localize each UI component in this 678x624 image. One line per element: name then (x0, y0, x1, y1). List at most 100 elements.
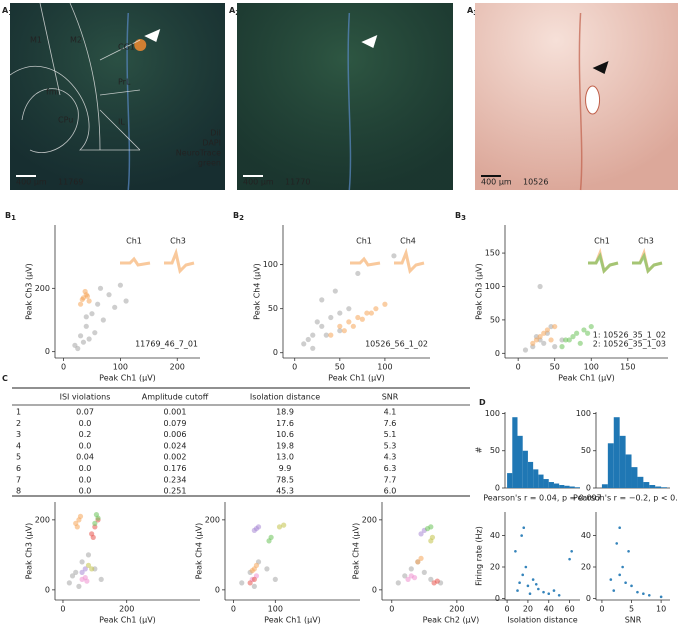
point (276, 524, 283, 530)
point (346, 319, 352, 325)
point (518, 581, 521, 585)
point (249, 568, 255, 574)
x-axis-label: Peak Ch1 (µV) (558, 374, 615, 383)
row-number: 5 (16, 453, 21, 462)
table-cell: 45.3 (276, 487, 294, 496)
x-tick-label: 100 (377, 363, 392, 372)
x-tick-label: 200 (449, 605, 464, 614)
y-axis-label: Peak Ch4 (µV) (352, 523, 361, 580)
panel-letter: B (233, 211, 239, 220)
stain-label: DAPI (202, 139, 221, 148)
point (618, 526, 621, 530)
point (418, 531, 424, 537)
table-cell: 9.9 (279, 464, 292, 473)
point (77, 513, 84, 519)
point (89, 311, 95, 317)
point (319, 323, 325, 329)
region-label: IL (118, 118, 125, 127)
row-number: 8 (16, 487, 21, 496)
histogram-bar (564, 485, 570, 488)
point (251, 583, 257, 589)
point (612, 589, 616, 592)
histogram-bar (512, 417, 518, 488)
point (391, 253, 397, 259)
point (557, 593, 561, 597)
y-axis-label: # (475, 446, 484, 453)
x-axis-label: Peak Ch1 (µV) (264, 616, 321, 624)
histogram-bar (543, 479, 549, 488)
panel-letter: A (229, 6, 236, 15)
point (428, 524, 434, 530)
point (355, 270, 361, 277)
histogram-bar (538, 474, 544, 488)
point (264, 566, 270, 572)
panel-label: B3 (455, 211, 466, 223)
table-cell: 7.6 (384, 419, 397, 428)
point (537, 334, 543, 340)
waveform (632, 252, 663, 274)
point (421, 569, 427, 575)
point (84, 578, 90, 584)
x-axis-label: Peak Ch1 (µV) (99, 374, 156, 383)
point (642, 592, 645, 596)
point (530, 340, 536, 346)
point (524, 565, 528, 569)
point (82, 566, 88, 572)
y-tick-label: 40 (490, 531, 500, 540)
region-outline (99, 109, 141, 151)
table-cell: 0.024 (164, 441, 187, 450)
point (117, 282, 123, 288)
y-tick-label: 150 (485, 249, 500, 258)
point (537, 587, 540, 591)
histogram-bar (522, 450, 528, 488)
y-tick-label: 0 (586, 484, 591, 493)
y-tick-label: 20 (490, 563, 500, 572)
x-tick-label: 0 (389, 605, 394, 614)
table-cell: 0.0 (79, 475, 92, 484)
point (577, 340, 583, 346)
panel-letter: B (5, 211, 11, 220)
image-glow (10, 3, 225, 190)
point (85, 552, 92, 558)
y-axis-label: Firing rate (Hz) (475, 526, 484, 586)
x-tick-label: 0 (505, 605, 510, 614)
table-cell: 0.0 (79, 487, 92, 496)
point (568, 557, 571, 561)
y-axis-label: Peak Ch3 (µV) (25, 523, 34, 580)
point (323, 332, 329, 338)
point (522, 526, 526, 530)
point (79, 296, 85, 303)
point (305, 336, 311, 343)
x-tick-label: 100 (268, 605, 283, 614)
x-tick-label: 200 (170, 363, 185, 372)
point (563, 337, 569, 343)
y-tick-label: 200 (362, 515, 377, 524)
panel-subscript: 1 (11, 214, 16, 222)
histogram-bar (625, 454, 632, 488)
point (581, 327, 587, 333)
table-cell: 0.001 (164, 408, 187, 417)
stats-annotation: Pearson's r = 0.04, p = 0.097 (483, 494, 601, 503)
table-cell: 0.234 (164, 475, 187, 484)
histogram-bar (553, 483, 560, 488)
point (542, 590, 545, 594)
y-tick-label: 0 (45, 347, 50, 356)
point (346, 306, 352, 312)
panel-letter: C (2, 374, 8, 383)
midline (578, 12, 583, 191)
dii-spot (134, 39, 147, 51)
y-axis-label: Peak Ch4 (µV) (253, 263, 262, 320)
point (79, 559, 85, 565)
x-tick-label: 60 (564, 605, 574, 614)
unit-label: 10526_56_1_02 (365, 340, 428, 349)
y-axis-label: Peak Ch3 (µV) (25, 263, 34, 320)
point (533, 337, 540, 343)
point (584, 330, 591, 336)
histogram-bar (637, 476, 644, 488)
point (253, 526, 260, 532)
point (382, 301, 388, 307)
point (368, 310, 374, 316)
column-header: SNR (382, 393, 399, 402)
histogram-bar (548, 482, 554, 488)
point (516, 589, 519, 592)
